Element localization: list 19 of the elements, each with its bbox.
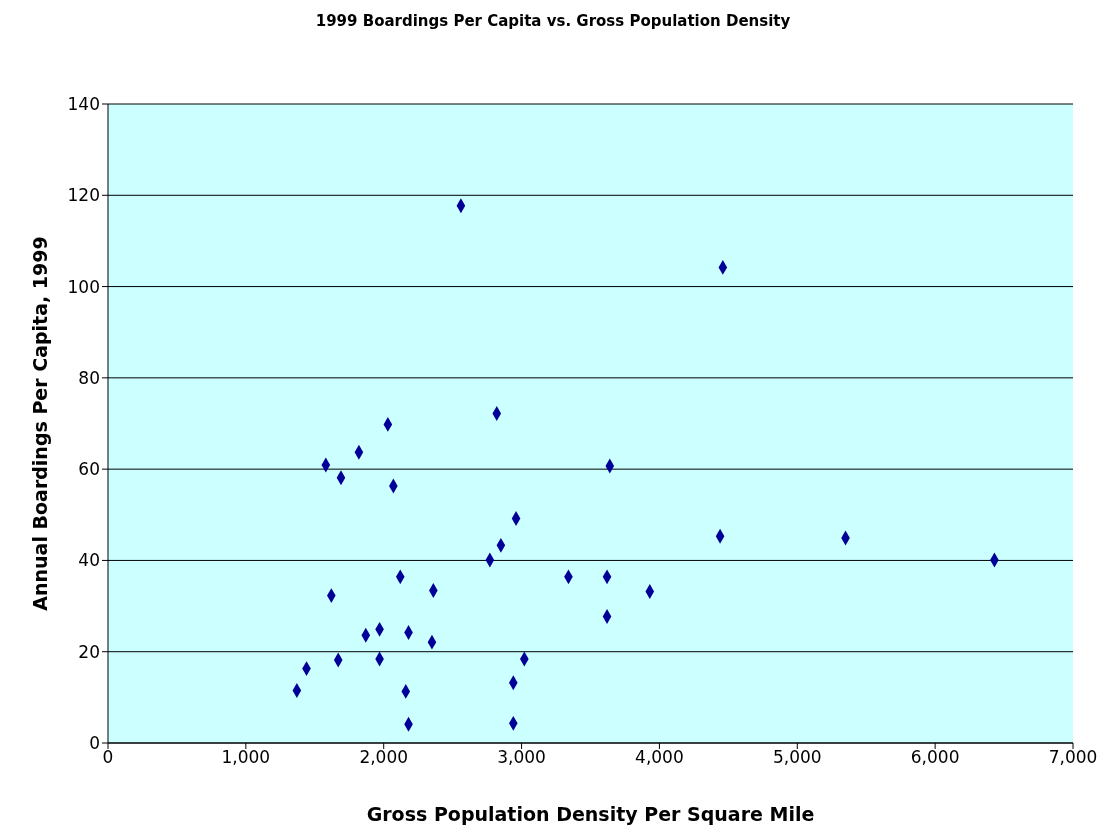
y-tick-label: 80 [78, 367, 100, 388]
y-tick-label: 100 [67, 276, 100, 297]
y-tick-label: 140 [67, 94, 100, 115]
y-tick-label: 0 [89, 733, 100, 754]
x-tick-label: 4,000 [635, 747, 684, 768]
y-tick-label: 120 [67, 185, 100, 206]
x-tick-label: 6,000 [910, 747, 960, 768]
chart-title: 1999 Boardings Per Capita vs. Gross Population Density [314, 11, 792, 32]
y-tick-label: 40 [78, 550, 100, 571]
x-tick-label: 0 [102, 747, 114, 768]
x-tick-label: 3,000 [497, 747, 546, 768]
y-axis-title: Annual Boardings Per Capita, 1999 [28, 236, 51, 611]
x-tick-label: 2,000 [359, 747, 409, 768]
y-tick-label: 60 [78, 459, 100, 480]
x-tick-label: 5,000 [772, 747, 822, 768]
y-tick-label: 20 [78, 641, 100, 662]
x-tick-label: 7,000 [1048, 747, 1098, 768]
x-tick-label: 1,000 [221, 747, 271, 768]
x-axis-title: Gross Population Density Per Square Mile [366, 803, 815, 826]
